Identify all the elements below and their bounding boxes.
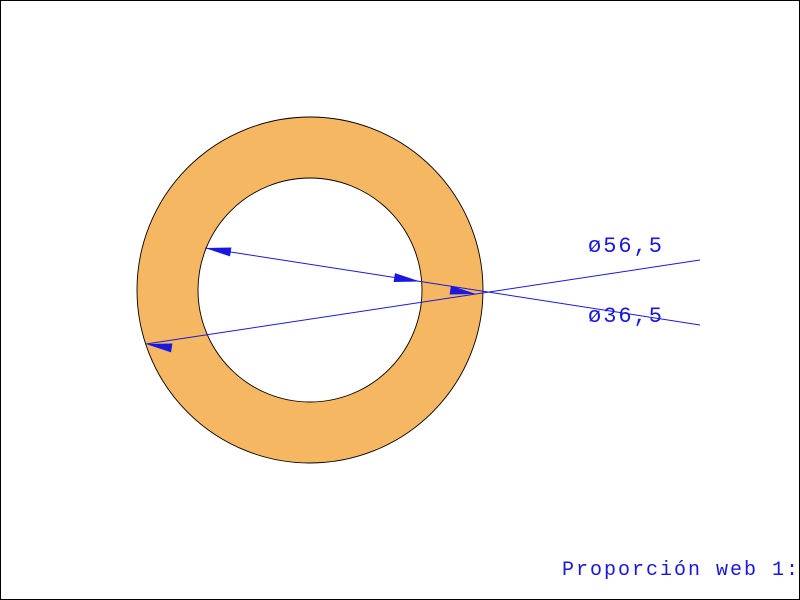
ring-section — [137, 117, 483, 463]
canvas-frame — [1, 1, 800, 600]
dimension-inner-arrow-1 — [205, 248, 231, 257]
dimension-inner-label: ø36,5 — [588, 304, 664, 329]
scale-note: Proporción web 1:2 — [562, 559, 800, 582]
dimension-inner-arrow-2 — [394, 273, 420, 282]
technical-drawing: ø56,5 ø36,5 Proporción web 1:2 — [0, 0, 800, 600]
dimension-outer-label: ø56,5 — [588, 234, 664, 259]
